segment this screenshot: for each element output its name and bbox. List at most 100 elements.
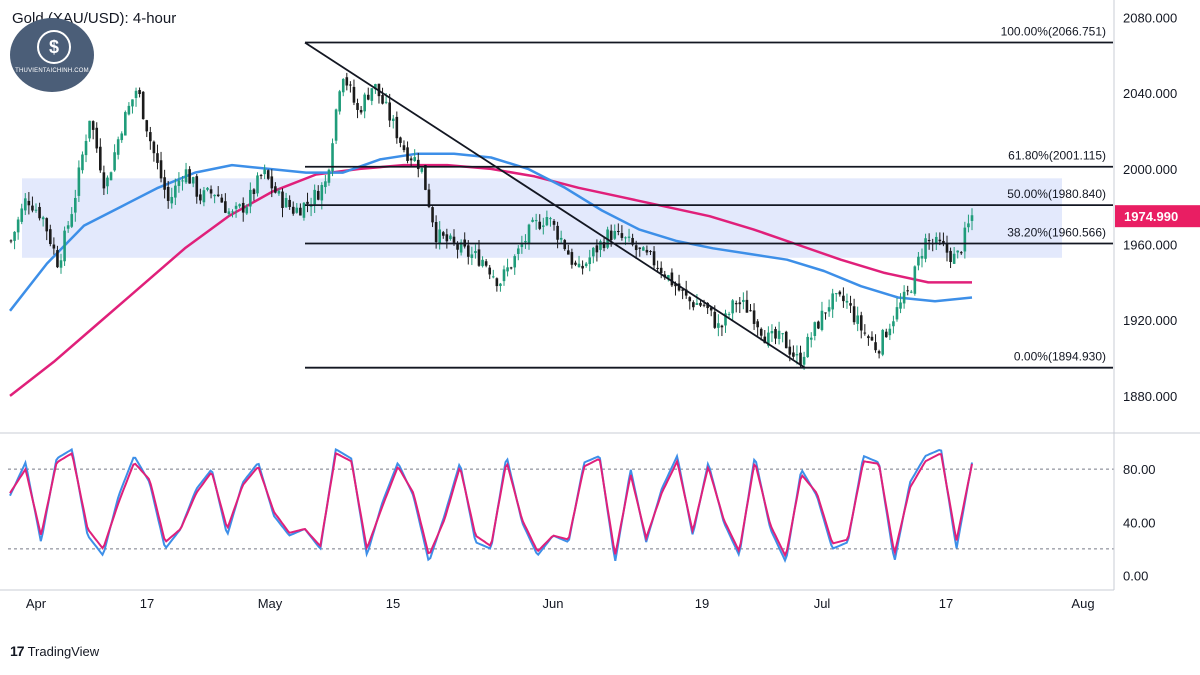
candle-body — [124, 112, 127, 136]
candle-body — [516, 248, 520, 254]
candle-body — [727, 313, 731, 315]
candle-body — [802, 356, 806, 365]
candle-body — [452, 236, 456, 243]
stochastic-oscillator-pane: 0.00 40.00 80.00 — [8, 447, 1156, 583]
candle-body — [731, 300, 734, 314]
ma-slow-line — [9, 163, 972, 397]
candle-body — [141, 91, 145, 120]
moving-average-layer — [9, 152, 973, 397]
candle-body — [909, 291, 913, 293]
candle-body — [742, 299, 745, 302]
candle-body — [327, 169, 331, 183]
candle-body — [645, 249, 649, 253]
candle-body — [681, 289, 684, 291]
candle-body — [59, 260, 63, 268]
candle-body — [166, 186, 170, 201]
candle-body — [881, 329, 884, 355]
candle-body — [474, 251, 477, 253]
candle-body — [959, 252, 963, 254]
candle-body — [563, 240, 567, 250]
candle-body — [177, 180, 181, 186]
candle-body — [334, 109, 338, 141]
candle-body — [295, 207, 299, 213]
candle-body — [745, 299, 749, 313]
price-tick-label: 2040.000 — [1123, 86, 1177, 101]
candle-body — [459, 242, 463, 253]
candlestick-series — [9, 72, 974, 370]
candle-body — [74, 197, 77, 213]
candle-body — [109, 172, 113, 181]
candle-body — [99, 146, 102, 171]
candle-body — [799, 352, 802, 366]
candle-body — [477, 249, 481, 266]
stochastic-d-line — [9, 451, 973, 558]
tradingview-brand: TradingView — [27, 644, 100, 659]
tradingview-footer[interactable]: 17 TradingView — [10, 643, 99, 659]
candle-body — [466, 245, 470, 257]
candle-body — [206, 187, 209, 190]
candle-body — [491, 276, 495, 278]
candle-body — [892, 321, 895, 327]
candle-body — [313, 189, 316, 205]
candle-body — [688, 297, 692, 302]
candle-body — [113, 152, 116, 171]
candle-body — [159, 160, 163, 179]
candle-body — [291, 206, 295, 214]
candle-body — [81, 154, 84, 171]
candle-body — [927, 239, 931, 242]
candle-body — [556, 225, 559, 240]
candle-body — [874, 342, 877, 351]
candle-body — [302, 202, 306, 218]
candle-body — [652, 251, 656, 266]
candle-body — [424, 165, 427, 190]
candle-body — [967, 223, 970, 228]
candle-body — [420, 167, 424, 172]
candle-body — [245, 207, 249, 214]
candle-body — [949, 250, 952, 262]
candle-body — [920, 255, 924, 259]
candle-body — [384, 101, 388, 103]
fibonacci-levels: 100.00%(2066.751) 61.80%(2001.115) 50.00%(… — [304, 25, 1113, 369]
candle-body — [824, 312, 827, 314]
candle-body — [481, 259, 484, 267]
candle-body — [102, 172, 106, 189]
candle-body — [642, 247, 645, 251]
candle-body — [316, 190, 320, 200]
candle-body — [602, 242, 606, 249]
candle-body — [795, 354, 799, 356]
candle-body — [16, 219, 20, 233]
candle-body — [434, 222, 438, 243]
candle-body — [659, 267, 663, 274]
candle-body — [152, 141, 156, 154]
watermark-brand: THUVIENTAICHINH.COM — [15, 68, 89, 74]
candle-body — [952, 253, 956, 264]
fib-level-label: 100.00%(2066.751) — [1001, 25, 1106, 39]
candle-body — [374, 84, 377, 90]
candle-body — [52, 244, 56, 249]
candle-body — [202, 190, 206, 203]
candle-body — [763, 336, 767, 344]
candle-body — [174, 185, 177, 198]
price-tick-label: 1960.000 — [1123, 238, 1177, 253]
candle-body — [609, 230, 613, 241]
time-tick-label: Aug — [1071, 596, 1094, 611]
candle-body — [670, 272, 674, 286]
candle-body — [756, 321, 759, 328]
candle-body — [138, 90, 141, 94]
candle-body — [363, 94, 366, 112]
candle-body — [913, 266, 917, 294]
candle-body — [738, 302, 742, 305]
downtrend-line — [304, 41, 806, 369]
candle-body — [281, 191, 284, 208]
candle-body — [724, 313, 727, 326]
time-tick-label: Jul — [814, 596, 831, 611]
candle-body — [95, 127, 99, 149]
candle-body — [552, 220, 556, 225]
candle-body — [813, 322, 817, 336]
candle-body — [774, 329, 777, 339]
candle-body — [388, 102, 391, 121]
candle-body — [570, 252, 574, 265]
candle-body — [70, 214, 74, 227]
time-tick-label: 17 — [939, 596, 953, 611]
